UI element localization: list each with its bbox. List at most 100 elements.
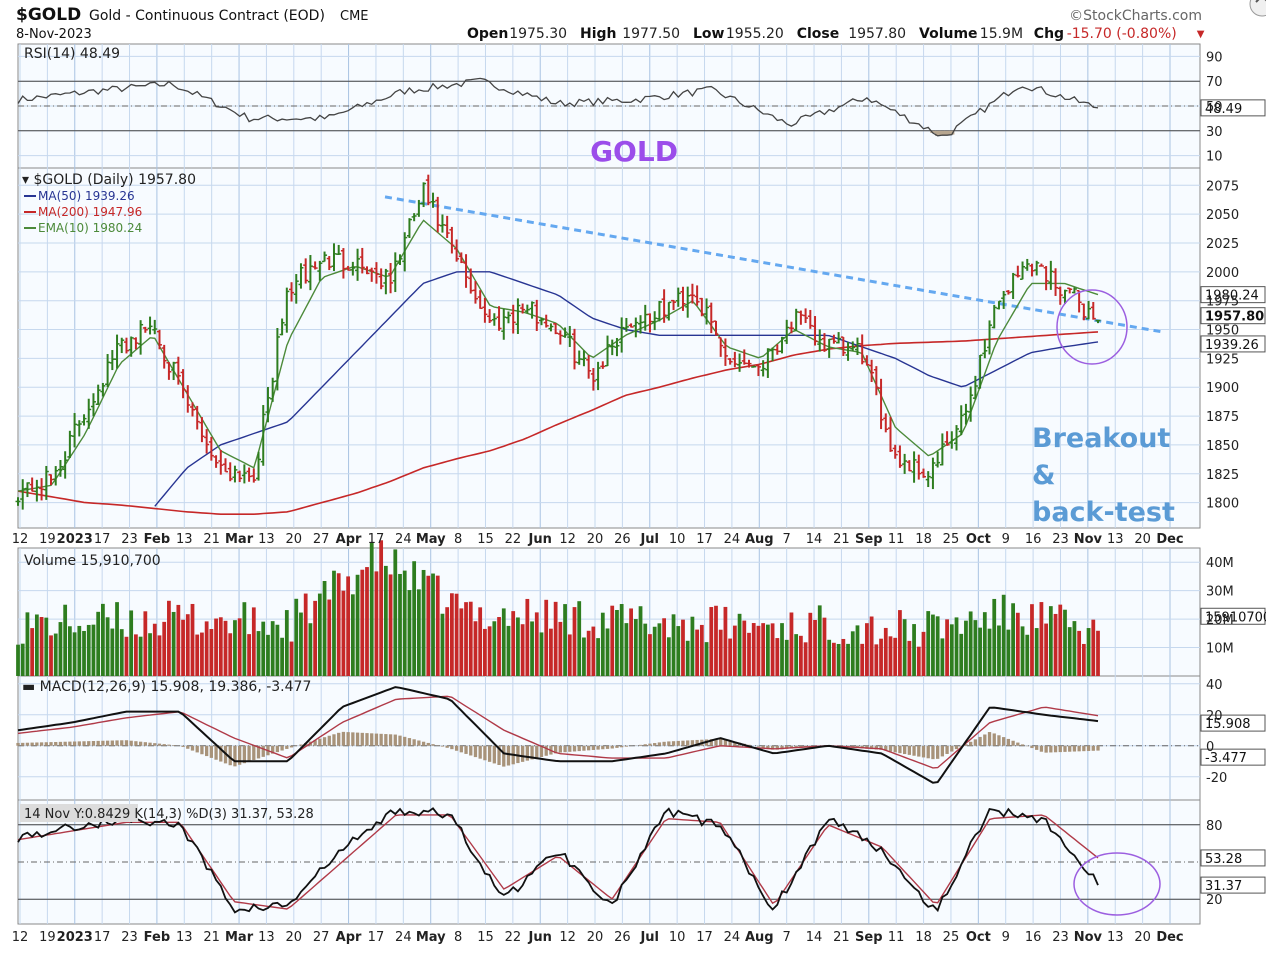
volume-bar [1025, 634, 1030, 676]
volume-bar [157, 635, 162, 676]
y-tick-label: 1925 [1206, 352, 1239, 367]
volume-bar [421, 569, 426, 676]
volume-bar [600, 612, 605, 676]
macd-value-tag-box [1200, 714, 1266, 732]
volume-bar [16, 644, 20, 676]
x-tick-label: 24 [395, 532, 412, 547]
x-tick-label: 24 [724, 930, 741, 945]
volume-bar [336, 573, 341, 676]
volume-bar [256, 631, 261, 676]
volume-bar [987, 628, 992, 676]
volume-bar [954, 617, 959, 676]
volume-bar [916, 646, 921, 676]
volume-bar [223, 620, 228, 676]
volume-bar [605, 628, 610, 676]
volume-bar [855, 625, 860, 676]
price-ma50-tag: 1939.26 [1205, 338, 1259, 353]
volume-bar [407, 590, 412, 676]
volume-bar [596, 638, 600, 676]
volume-bar [770, 623, 775, 676]
x-tick-label: 25 [943, 930, 960, 945]
volume-bar [167, 600, 171, 676]
volume-bar [228, 633, 233, 676]
volume-bar [497, 617, 501, 676]
volume-bar [247, 634, 251, 676]
volume-bar [959, 633, 964, 676]
x-tick-label: 25 [943, 532, 960, 547]
volume-bar [530, 621, 534, 676]
volume-bar [624, 623, 629, 676]
y-tick-label: 1900 [1206, 381, 1239, 396]
x-tick-label: Nov [1074, 532, 1103, 547]
breakout-line-3: back-test [1032, 497, 1175, 528]
stochastic-panel: 14 Nov Y:0.8429 K(14,3) %D(3) 31.37, 53.… [17, 804, 1266, 916]
source-credit: ©StockCharts.com [1069, 8, 1202, 24]
volume-bar [473, 621, 478, 676]
volume-bar [553, 601, 558, 676]
ma200-line [17, 331, 1099, 515]
x-tick-label: Dec [1156, 532, 1183, 547]
stoch-d-tag-box [1200, 849, 1266, 867]
x-tick-label: 7 [783, 930, 791, 945]
y-tick-label: 30 [1206, 125, 1223, 140]
x-tick-label: 12 [12, 532, 29, 547]
volume-bar [251, 607, 256, 676]
x-tick-label: 8 [454, 532, 462, 547]
x-tick-label: 21 [203, 532, 220, 547]
volume-bar [742, 620, 747, 676]
volume-bar [445, 607, 450, 676]
volume-bar [398, 573, 402, 676]
volume-bar [350, 594, 355, 676]
volume-bar [355, 574, 360, 676]
volume-bar [299, 612, 303, 676]
volume-bar [63, 604, 68, 676]
y-tick-label: 0 [1206, 740, 1214, 755]
volume-bar [501, 608, 506, 676]
volume-bar [756, 625, 761, 676]
volume-bar [1091, 619, 1096, 676]
volume-bar [832, 642, 836, 676]
volume-bar [898, 610, 902, 676]
quote-label-volume: Volume [919, 26, 978, 42]
macd-title: ▬ MACD(12,26,9) 15.908, 19.386, -3.477 [22, 679, 311, 695]
volume-bar [454, 593, 459, 676]
volume-bar [1053, 613, 1058, 676]
quote-label-low: Low [693, 26, 725, 42]
volume-bar [681, 619, 685, 676]
volume-bar [874, 644, 879, 676]
stoch-k-tag: 31.37 [1205, 879, 1242, 894]
volume-bar [695, 629, 700, 676]
x-tick-label: 20 [587, 930, 604, 945]
x-tick-label: 21 [833, 532, 850, 547]
volume-bar [195, 634, 200, 676]
volume-bar [115, 602, 119, 676]
volume-bar [1015, 612, 1020, 676]
volume-bar [558, 621, 563, 676]
volume-bar [1072, 621, 1077, 676]
volume-bar [435, 575, 440, 676]
volume-bar [973, 620, 978, 676]
volume-bar [563, 604, 567, 676]
volume-bar [289, 641, 294, 676]
volume-bar [30, 628, 35, 676]
stoch-d-tag: 53.28 [1205, 852, 1242, 867]
y-tick-label: 1825 [1206, 468, 1239, 483]
x-tick-label: 20 [587, 532, 604, 547]
x-tick-label: 14 [806, 532, 823, 547]
scroll-up-button[interactable] [1249, 0, 1266, 17]
volume-bar [369, 542, 374, 676]
x-tick-label: 17 [94, 532, 111, 547]
x-tick-label: Apr [336, 930, 362, 945]
volume-bar [487, 626, 492, 676]
volume-bar [850, 631, 855, 676]
x-tick-label: 13 [258, 532, 275, 547]
volume-bar [317, 593, 322, 676]
stoch-circle [1073, 852, 1161, 916]
volume-bar [412, 561, 417, 676]
volume-bar [58, 622, 63, 676]
volume-bar [459, 608, 464, 676]
volume-bar [572, 607, 577, 676]
x-tick-label: 10 [669, 930, 686, 945]
volume-bar [1001, 594, 1006, 676]
volume-bar [822, 617, 827, 676]
